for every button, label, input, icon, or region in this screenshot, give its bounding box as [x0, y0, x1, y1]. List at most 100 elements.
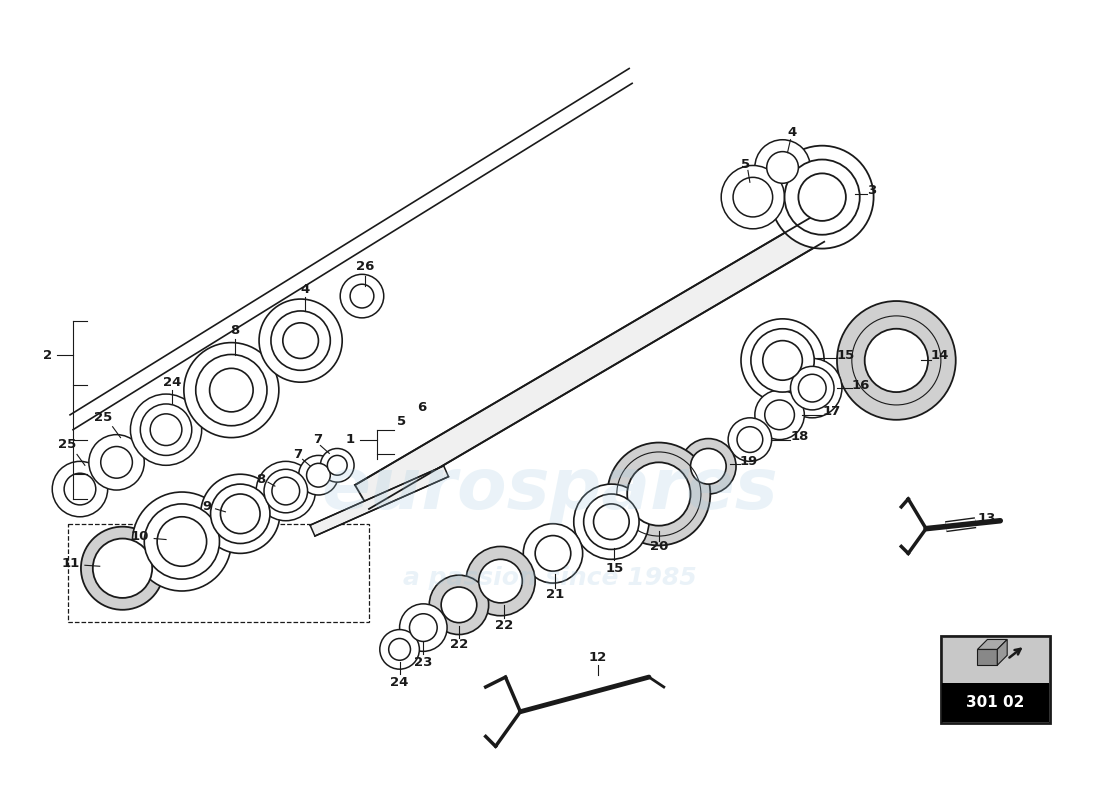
- Ellipse shape: [379, 630, 419, 669]
- Ellipse shape: [272, 477, 299, 505]
- Ellipse shape: [574, 484, 649, 559]
- Ellipse shape: [536, 535, 571, 571]
- Text: 21: 21: [546, 589, 564, 602]
- Ellipse shape: [737, 426, 762, 453]
- Ellipse shape: [799, 174, 846, 221]
- Text: 2: 2: [43, 349, 52, 362]
- Text: 1: 1: [345, 433, 354, 446]
- Ellipse shape: [101, 446, 132, 478]
- Ellipse shape: [307, 463, 330, 487]
- Ellipse shape: [627, 462, 691, 526]
- Ellipse shape: [132, 492, 231, 591]
- Ellipse shape: [141, 404, 191, 455]
- Ellipse shape: [52, 462, 108, 517]
- Text: 24: 24: [390, 675, 409, 689]
- Polygon shape: [355, 218, 824, 509]
- Ellipse shape: [200, 474, 279, 554]
- Polygon shape: [998, 639, 1008, 666]
- Text: 7: 7: [293, 448, 303, 461]
- Ellipse shape: [837, 301, 956, 420]
- Ellipse shape: [89, 434, 144, 490]
- Ellipse shape: [328, 455, 348, 475]
- Text: 3: 3: [867, 184, 876, 197]
- Text: 23: 23: [414, 656, 432, 669]
- Ellipse shape: [210, 368, 253, 412]
- Text: 11: 11: [62, 557, 80, 570]
- Ellipse shape: [784, 159, 860, 234]
- Text: 16: 16: [851, 378, 870, 392]
- Ellipse shape: [771, 146, 873, 249]
- Text: 22: 22: [495, 619, 514, 632]
- Polygon shape: [310, 466, 449, 536]
- Ellipse shape: [340, 274, 384, 318]
- Ellipse shape: [429, 575, 488, 634]
- Ellipse shape: [409, 614, 437, 642]
- Ellipse shape: [767, 152, 799, 183]
- Text: 25: 25: [94, 411, 112, 424]
- Ellipse shape: [799, 374, 826, 402]
- Polygon shape: [978, 639, 1008, 650]
- Ellipse shape: [388, 638, 410, 660]
- Text: 4: 4: [788, 126, 798, 139]
- Text: 10: 10: [131, 530, 150, 543]
- Ellipse shape: [728, 418, 772, 462]
- Ellipse shape: [865, 329, 928, 392]
- Ellipse shape: [264, 470, 308, 513]
- Ellipse shape: [791, 366, 834, 410]
- Ellipse shape: [144, 504, 220, 579]
- Ellipse shape: [196, 354, 267, 426]
- Text: 17: 17: [822, 406, 840, 418]
- Text: 26: 26: [355, 260, 374, 273]
- Text: 24: 24: [163, 376, 182, 389]
- Ellipse shape: [755, 140, 811, 195]
- Text: 9: 9: [202, 500, 211, 514]
- Text: eurospares: eurospares: [321, 454, 779, 523]
- Text: 19: 19: [740, 455, 758, 468]
- Ellipse shape: [594, 504, 629, 539]
- Ellipse shape: [220, 494, 260, 534]
- Ellipse shape: [782, 358, 842, 418]
- Ellipse shape: [751, 329, 814, 392]
- Ellipse shape: [92, 538, 152, 598]
- Text: 8: 8: [256, 473, 266, 486]
- Ellipse shape: [64, 474, 96, 505]
- Bar: [940, 635, 1049, 722]
- Text: 5: 5: [397, 415, 406, 428]
- Bar: [942, 637, 1048, 685]
- Text: 22: 22: [450, 638, 469, 651]
- Ellipse shape: [764, 400, 794, 430]
- Ellipse shape: [184, 342, 279, 438]
- Ellipse shape: [584, 494, 639, 550]
- Ellipse shape: [210, 484, 270, 543]
- Ellipse shape: [762, 341, 802, 380]
- Ellipse shape: [157, 517, 207, 566]
- Text: a passion since 1985: a passion since 1985: [403, 566, 697, 590]
- Ellipse shape: [524, 524, 583, 583]
- Text: 8: 8: [231, 324, 240, 338]
- Ellipse shape: [399, 604, 447, 651]
- Ellipse shape: [256, 462, 316, 521]
- Ellipse shape: [441, 587, 476, 622]
- Text: 4: 4: [300, 282, 309, 296]
- Text: 7: 7: [312, 433, 322, 446]
- Ellipse shape: [320, 449, 354, 482]
- Ellipse shape: [466, 546, 536, 616]
- Text: 301 02: 301 02: [966, 695, 1024, 710]
- Bar: [942, 683, 1048, 722]
- Ellipse shape: [298, 455, 338, 495]
- Ellipse shape: [722, 166, 784, 229]
- Text: 15: 15: [837, 349, 855, 362]
- Text: 14: 14: [931, 349, 949, 362]
- Ellipse shape: [81, 526, 164, 610]
- Text: 5: 5: [741, 158, 750, 171]
- Ellipse shape: [350, 284, 374, 308]
- Text: 15: 15: [605, 562, 624, 574]
- Text: 25: 25: [58, 438, 76, 451]
- Ellipse shape: [271, 311, 330, 370]
- Text: 6: 6: [417, 402, 426, 414]
- Ellipse shape: [681, 438, 736, 494]
- Ellipse shape: [478, 559, 522, 603]
- Ellipse shape: [131, 394, 201, 466]
- Ellipse shape: [755, 390, 804, 439]
- Ellipse shape: [691, 449, 726, 484]
